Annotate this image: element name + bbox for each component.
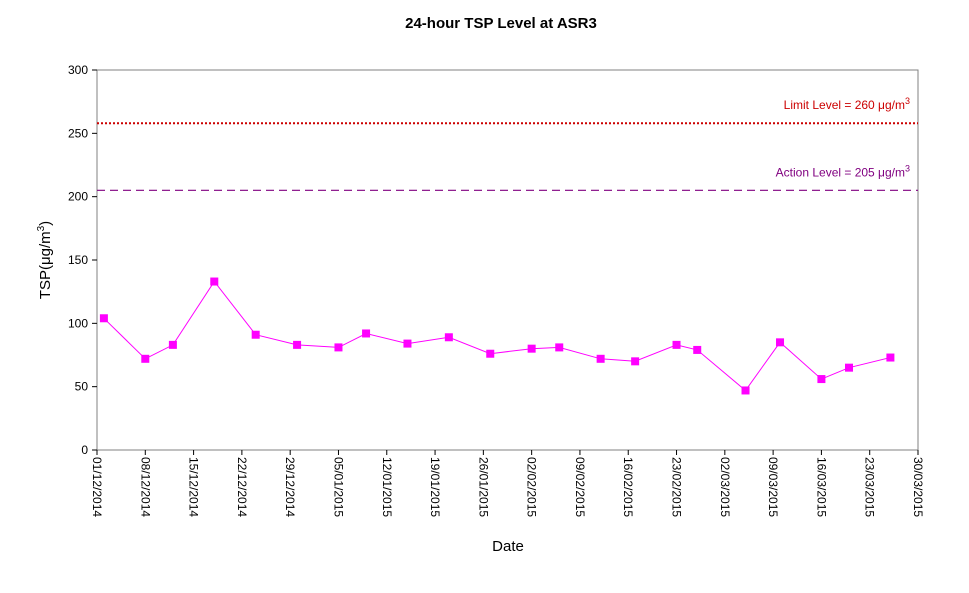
- y-tick-label: 200: [68, 190, 88, 204]
- x-tick-label: 16/02/2015: [621, 457, 635, 517]
- data-point-marker: [817, 375, 826, 384]
- y-axis-title: TSP(μg/m3): [36, 221, 54, 299]
- data-point-marker: [555, 343, 564, 352]
- x-tick-label: 26/01/2015: [476, 457, 490, 517]
- data-point-marker: [251, 330, 260, 339]
- x-tick-label: 19/01/2015: [428, 457, 442, 517]
- x-tick-label: 02/02/2015: [525, 457, 539, 517]
- x-tick-label: 01/12/2014: [90, 457, 104, 517]
- y-axis-title-sup: 3: [36, 225, 47, 231]
- data-point-marker: [141, 354, 150, 363]
- data-point-marker: [631, 357, 640, 366]
- y-tick-label: 250: [68, 126, 88, 140]
- data-point-marker: [334, 343, 343, 352]
- y-tick-label: 0: [81, 443, 88, 457]
- data-point-marker: [168, 340, 177, 349]
- data-point-marker: [672, 340, 681, 349]
- y-axis-title-close: ): [37, 221, 54, 226]
- x-tick-label: 12/01/2015: [380, 457, 394, 517]
- series-line: [103, 280, 891, 392]
- series-group: [99, 277, 895, 395]
- chart-title: 24-hour TSP Level at ASR3: [405, 15, 597, 32]
- data-point-marker: [741, 386, 750, 395]
- reference-line-label-sup: 3: [905, 163, 910, 173]
- x-tick-label: 09/03/2015: [766, 457, 780, 517]
- reference-line-label: Action Level = 205 μg/m3: [776, 163, 910, 179]
- data-point-marker: [362, 329, 371, 338]
- data-point-marker: [776, 338, 785, 347]
- y-axis-title-base: TSP(: [37, 265, 54, 299]
- x-tick-label: 23/02/2015: [670, 457, 684, 517]
- data-point-marker: [527, 344, 536, 353]
- x-tick-label: 22/12/2014: [235, 457, 249, 517]
- data-point-marker: [210, 277, 219, 286]
- reference-line-label-text: Limit Level = 260 μg/m: [784, 98, 905, 112]
- y-tick-label: 100: [68, 316, 88, 330]
- x-tick-label: 02/03/2015: [718, 457, 732, 517]
- x-tick-label: 16/03/2015: [814, 457, 828, 517]
- y-tick-label: 150: [68, 253, 88, 267]
- y-axis: 0 50 100 150 200 250 300: [68, 63, 97, 457]
- x-tick-label: 23/03/2015: [863, 457, 877, 517]
- reference-line-label-sup: 3: [905, 96, 910, 106]
- data-point-marker: [596, 354, 605, 363]
- x-tick-label: 29/12/2014: [283, 457, 297, 517]
- y-tick-label: 300: [68, 63, 88, 77]
- x-tick-label: 15/12/2014: [187, 457, 201, 517]
- data-point-marker: [486, 349, 495, 358]
- reference-line-label: Limit Level = 260 μg/m3: [784, 96, 910, 112]
- plot-area: [96, 69, 919, 451]
- data-point-marker: [693, 345, 702, 354]
- y-tick-label: 50: [75, 380, 89, 394]
- x-tick-label: 08/12/2014: [138, 457, 152, 517]
- x-tick-label: 05/01/2015: [331, 457, 345, 517]
- data-point-marker: [845, 363, 854, 372]
- x-axis-title: Date: [492, 538, 524, 555]
- data-point-marker: [886, 353, 895, 362]
- y-axis-title-unit: μg/m: [37, 231, 54, 265]
- x-tick-label: 30/03/2015: [911, 457, 925, 517]
- data-point-marker: [444, 333, 453, 342]
- reference-line-label-text: Action Level = 205 μg/m: [776, 165, 905, 179]
- data-point-marker: [403, 339, 412, 348]
- data-point-marker: [293, 340, 302, 349]
- data-point-marker: [99, 314, 108, 323]
- x-axis: 01/12/2014 08/12/2014 15/12/2014 22/12/2014…: [90, 450, 925, 517]
- x-tick-label: 09/02/2015: [573, 457, 587, 517]
